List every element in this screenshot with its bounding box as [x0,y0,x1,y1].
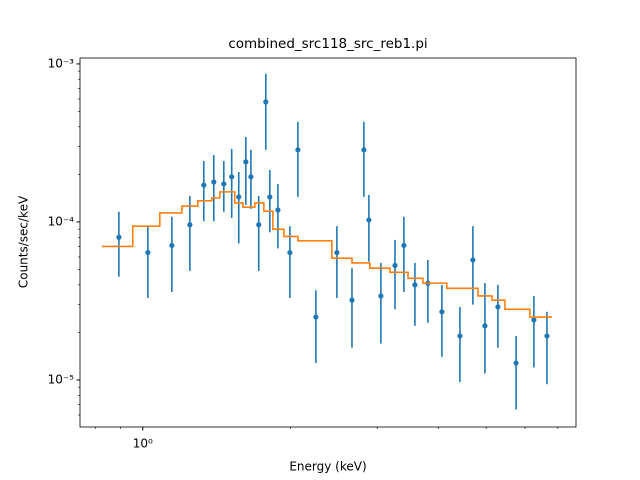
data-point [392,262,398,269]
data-point [287,249,293,256]
data-point [221,181,227,187]
data-point [248,174,254,180]
data-point [256,222,262,228]
data-point [401,242,407,249]
y-axis-label: Counts/sec/keV [17,195,31,288]
x-axis-label: Energy (keV) [289,460,366,474]
data-point [211,179,217,185]
data-point [201,182,207,188]
data-point [267,194,273,200]
data-point [482,323,488,329]
data-point [313,314,319,320]
x-tick-label: 10⁰ [133,437,153,451]
data-point [495,304,501,310]
y-tick-label: 10⁻⁵ [48,372,75,386]
plot-frame [79,57,577,428]
data-point [378,293,384,299]
data-point [243,159,249,165]
data-point [412,282,418,288]
data-point [349,297,355,303]
y-tick-label: 10⁻⁴ [48,214,75,228]
data-point [275,207,281,213]
data-point [295,147,301,153]
data-point [361,147,367,153]
chart-title: combined_src118_src_reb1.pi [228,36,427,52]
data-point [513,360,519,366]
data-point [116,234,122,240]
data-point [236,194,242,200]
data-point [439,309,445,315]
data-point [263,99,269,105]
model-step-line [101,191,552,318]
data-point [457,333,463,339]
data-point [169,242,175,249]
data-point [334,249,340,256]
data-point [187,222,193,228]
data-point [366,217,372,223]
data-point [544,333,550,339]
y-tick-label: 10⁻³ [48,56,75,70]
data-point [531,317,537,323]
data-point [145,249,151,256]
data-point [470,257,476,263]
data-point [229,174,235,180]
